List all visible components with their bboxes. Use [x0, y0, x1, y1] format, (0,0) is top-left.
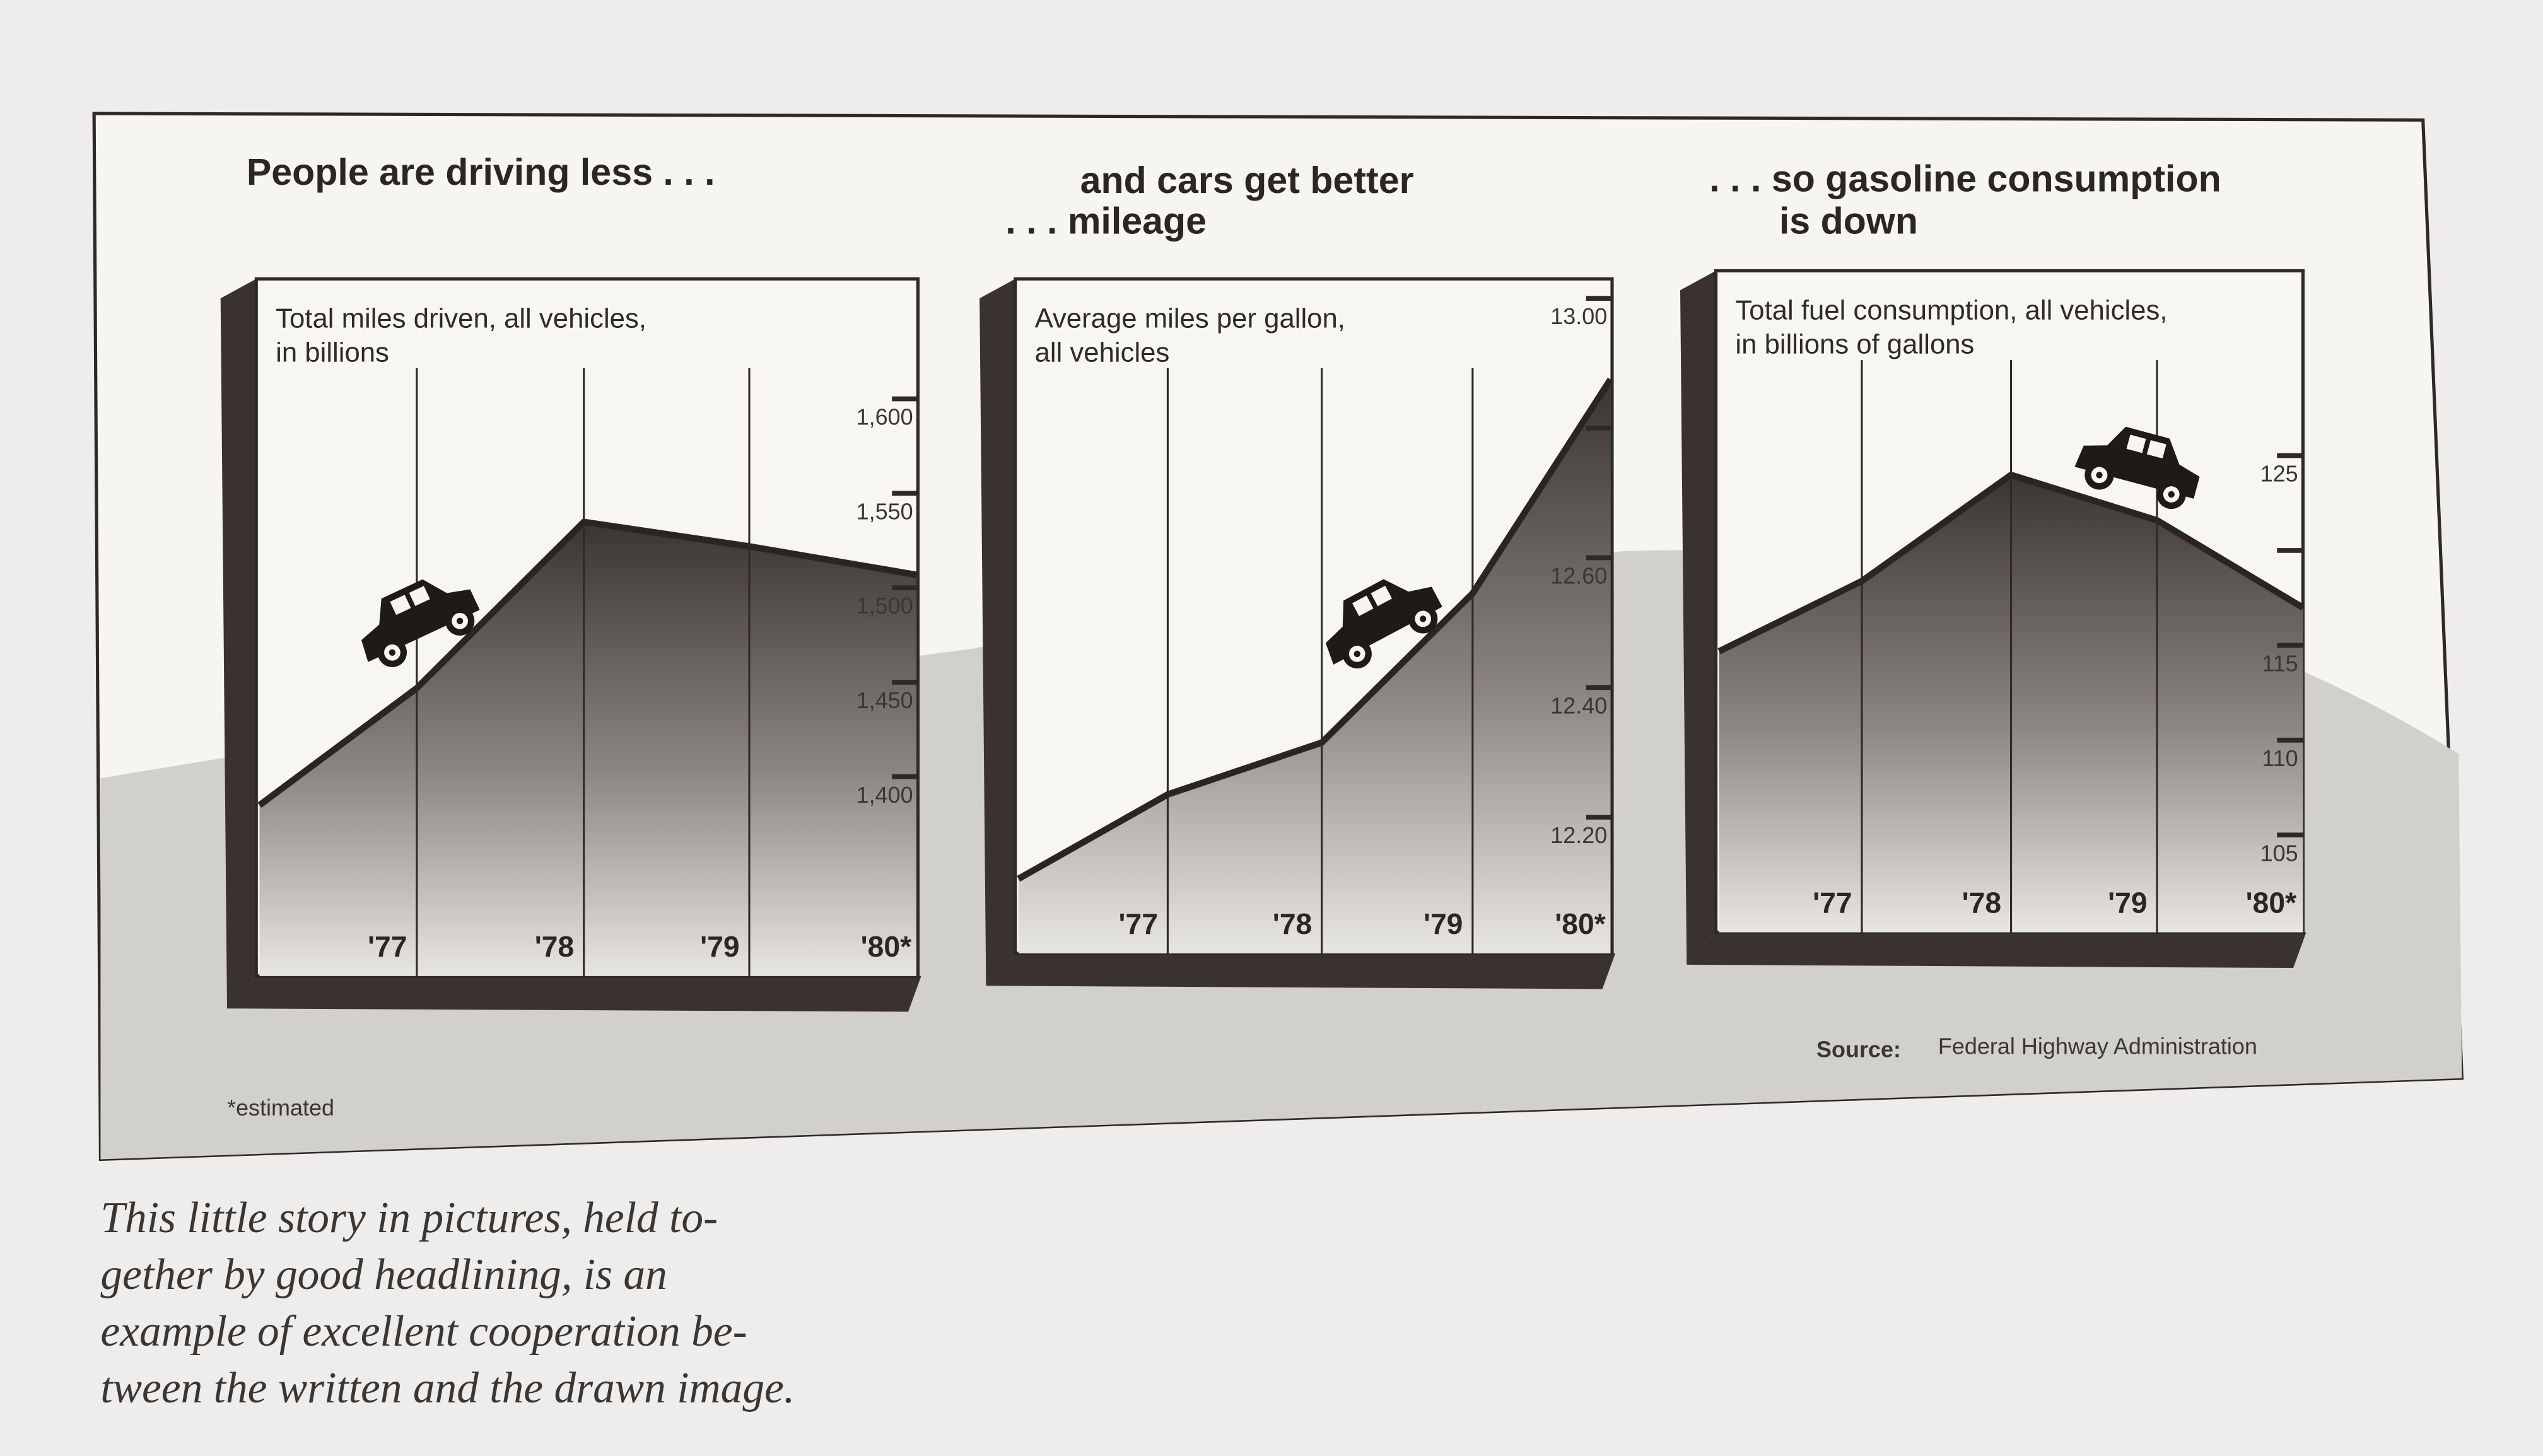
y-tick-label: 13.00	[1550, 303, 1607, 329]
panel-base	[986, 953, 1616, 989]
car-icon	[1325, 579, 1442, 669]
chart-subtitle: all vehicles	[1035, 337, 1170, 368]
x-tick-label: '79	[2108, 887, 2147, 919]
headline-3b: is down	[1779, 199, 1918, 242]
x-tick-label: '77	[1119, 907, 1158, 940]
headline-1: People are driving less . . .	[247, 151, 715, 193]
data-point-4	[916, 574, 917, 575]
caption-line-4: tween the written and the drawn image.	[100, 1364, 795, 1412]
panel-base	[1687, 932, 2306, 969]
chart-panel-2: Average miles per gallon,all vehicles 12.…	[979, 277, 1616, 989]
footnote: *estimated	[227, 1095, 334, 1121]
headline-2b: . . . mileage	[1005, 199, 1207, 242]
x-tick-label: '77	[1813, 887, 1852, 919]
headline-3a: . . . so gasoline consumption	[1709, 157, 2221, 199]
source-text: Federal Highway Administration	[1938, 1033, 2257, 1059]
x-tick-label: '78	[1273, 907, 1312, 940]
panel-side	[220, 279, 257, 1009]
x-tick-label: '79	[700, 930, 739, 963]
area-fill	[259, 521, 916, 976]
chart-panel-1: Total miles driven, all vehicles,in bill…	[220, 277, 921, 1012]
chart-subtitle: in billions	[276, 337, 389, 368]
chart-title: Total miles driven, all vehicles,	[276, 303, 646, 334]
caption-line-1: This little story in pictures, held to-	[100, 1194, 718, 1242]
y-tick-label: 1,400	[856, 782, 913, 808]
car-icon	[2074, 426, 2200, 510]
panel-base	[227, 976, 921, 1012]
chart-subtitle: in billions of gallons	[1735, 329, 1974, 360]
y-tick-label: 12.60	[1550, 563, 1607, 589]
y-tick-label: 1,450	[856, 687, 913, 713]
car-icon	[361, 579, 480, 667]
caption-line-2: gether by good headlining, is an	[100, 1250, 667, 1299]
x-tick-label: '77	[368, 930, 407, 963]
area-fill	[1018, 379, 1611, 953]
chart-title: Average miles per gallon,	[1035, 303, 1345, 334]
data-point-0	[259, 805, 260, 806]
x-tick-label: '80*	[1555, 907, 1605, 940]
y-tick-label: 12.20	[1550, 822, 1607, 848]
y-tick-label: 110	[2262, 745, 2298, 771]
x-tick-label: '78	[1962, 887, 2001, 919]
y-tick-label: 115	[2262, 651, 2298, 677]
panel-side	[979, 279, 1015, 986]
caption-line-3: example of excellent cooperation be-	[100, 1307, 747, 1356]
x-tick-label: '79	[1423, 907, 1463, 940]
data-point-4	[1610, 379, 1611, 380]
x-tick-label: '78	[535, 930, 574, 963]
x-tick-label: '80*	[2246, 887, 2296, 919]
source-label: Source:	[1816, 1036, 1901, 1062]
x-tick-label: '80*	[861, 930, 911, 963]
y-tick-label: 105	[2260, 840, 2298, 866]
chart-panel-3: Total fuel consumption, all vehicles,in …	[1680, 269, 2306, 969]
y-tick-label: 1,550	[856, 498, 913, 524]
headline-2a: and cars get better	[1080, 159, 1414, 201]
panel-side	[1680, 271, 1716, 965]
y-tick-label: 125	[2260, 461, 2298, 487]
y-tick-label: 1,500	[856, 593, 913, 619]
y-tick-label: 1,600	[856, 404, 913, 430]
chart-title: Total fuel consumption, all vehicles,	[1735, 295, 2167, 326]
y-tick-label: 12.40	[1550, 692, 1607, 718]
